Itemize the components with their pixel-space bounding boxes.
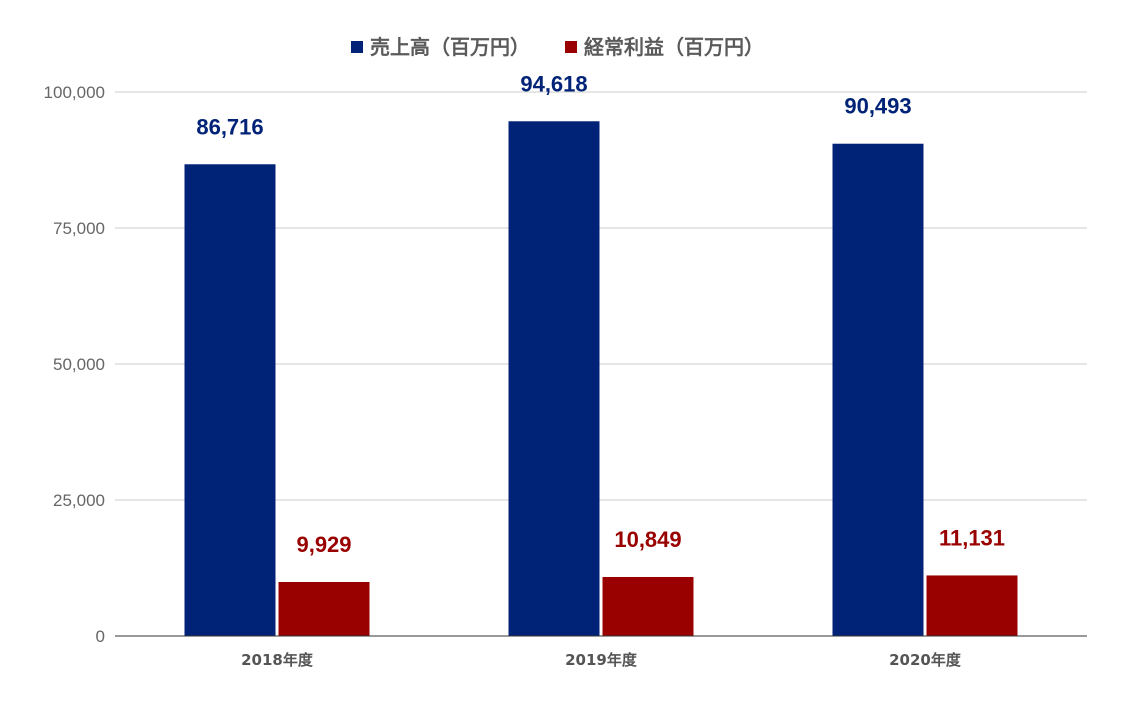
y-tick-label: 75,000 <box>53 219 105 238</box>
data-labels: 86,716 9,929 94,618 10,849 90,493 11,131 <box>196 71 1005 557</box>
x-tick-label: 2020年度 <box>889 651 962 669</box>
legend-swatch <box>565 41 577 53</box>
chart-legend: 売上高（百万円） 経常利益（百万円） <box>351 35 764 59</box>
bar-series-2-1 <box>278 581 370 636</box>
bar-series-1-3 <box>832 143 924 636</box>
gridlines <box>115 91 1087 501</box>
y-tick-label: 0 <box>96 627 105 646</box>
bar-series-1-2 <box>508 121 600 637</box>
data-label: 86,716 <box>196 114 263 139</box>
legend-label: 売上高（百万円） <box>370 35 530 59</box>
legend-label: 経常利益（百万円） <box>584 35 764 59</box>
data-label: 94,618 <box>520 71 587 96</box>
x-tick-label: 2018年度 <box>241 651 314 669</box>
data-label: 9,929 <box>296 532 351 557</box>
legend-swatch <box>351 41 363 53</box>
y-tick-label: 50,000 <box>53 355 105 374</box>
x-axis: 2018年度 2019年度 2020年度 <box>115 635 1087 669</box>
bars <box>184 121 1018 637</box>
y-axis: 0 25,000 50,000 75,000 100,000 <box>44 83 105 646</box>
bar-series-2-3 <box>926 575 1018 636</box>
data-label: 90,493 <box>844 94 911 119</box>
data-label: 10,849 <box>614 527 681 552</box>
y-tick-label: 100,000 <box>44 83 105 102</box>
x-tick-label: 2019年度 <box>565 651 638 669</box>
bar-series-2-2 <box>602 576 694 636</box>
data-label: 11,131 <box>939 525 1005 550</box>
bar-series-1-1 <box>184 164 276 636</box>
y-tick-label: 25,000 <box>53 491 105 510</box>
